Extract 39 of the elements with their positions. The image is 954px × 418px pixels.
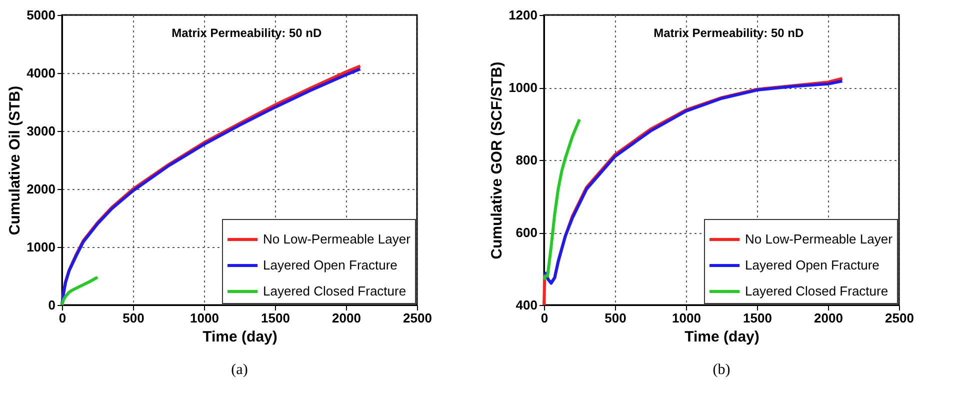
x-tick-label: 1000 (672, 310, 701, 326)
x-tick-label: 2500 (885, 310, 914, 326)
legend-label: Layered Closed Fracture (263, 284, 406, 298)
x-tick-label: 0 (58, 310, 66, 326)
x-tick-label: 0 (540, 310, 548, 326)
y-axis-title: Cumulative Oil (STB) (6, 86, 24, 236)
x-tick-label: 1000 (190, 310, 219, 326)
y-tick-label: 400 (516, 298, 538, 312)
legend-label: No Low-Permeable Layer (745, 232, 894, 246)
x-tick-label: 2000 (814, 310, 843, 326)
x-tick-label: 2000 (332, 310, 361, 326)
y-tick-label: 5000 (26, 8, 56, 22)
legend-label: Layered Open Fracture (263, 258, 398, 272)
annotation: Matrix Permeability: 50 nD (172, 26, 322, 40)
x-axis-title: Time (day) (202, 328, 278, 346)
x-tick-label: 1500 (261, 310, 290, 326)
y-tick-label: 3000 (26, 124, 56, 138)
annotation: Matrix Permeability: 50 nD (654, 26, 804, 40)
x-axis-title: Time (day) (684, 328, 760, 346)
text: (a) (231, 362, 248, 378)
y-tick-label: 800 (516, 152, 538, 168)
y-tick-label: 2000 (26, 182, 56, 196)
legend-label: No Low-Permeable Layer (263, 232, 412, 246)
x-tick-label: 2500 (403, 310, 432, 326)
legend-label: Layered Closed Fracture (745, 284, 888, 298)
legend-label: Layered Open Fracture (745, 258, 880, 272)
text: (b) (712, 362, 730, 378)
line-series (60, 276, 99, 306)
x-tick-label: 1500 (743, 310, 772, 326)
y-axis-title: Cumulative GOR (SCF/STB) (488, 62, 506, 260)
y-tick-label: 4000 (26, 66, 56, 80)
y-tick-label: 600 (516, 225, 538, 240)
x-tick-label: 500 (122, 310, 144, 326)
y-tick-label: 1200 (508, 8, 538, 22)
y-tick-label: 1000 (26, 240, 56, 254)
line-series (542, 118, 581, 282)
y-tick-label: 1000 (508, 80, 538, 95)
x-tick-label: 500 (604, 310, 626, 326)
y-tick-label: 0 (48, 298, 56, 312)
